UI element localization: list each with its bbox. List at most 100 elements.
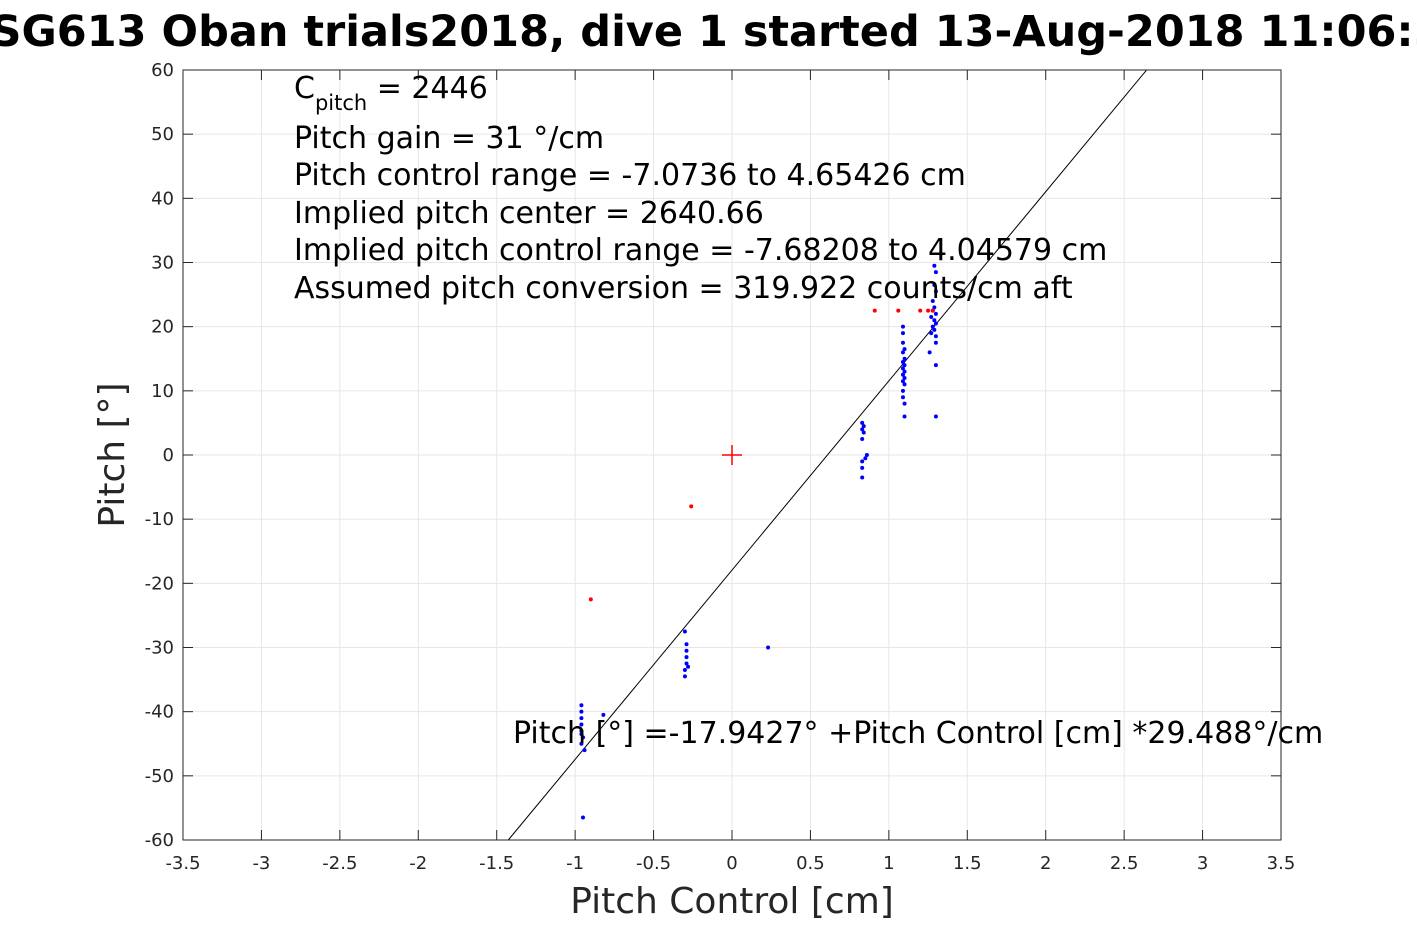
blue-data-point bbox=[902, 414, 907, 419]
blue-data-point bbox=[860, 465, 865, 470]
red-data-point bbox=[872, 308, 877, 313]
y-tick-label: -40 bbox=[145, 702, 174, 723]
blue-data-point bbox=[902, 376, 907, 380]
blue-data-point bbox=[579, 728, 584, 733]
chart-title: SG613 Oban trials2018, dive 1 started 13… bbox=[0, 7, 1417, 57]
blue-data-point bbox=[900, 324, 905, 329]
x-tick-label: 2 bbox=[1040, 853, 1051, 874]
pitch-control-range-annotation: Pitch control range = -7.0736 to 4.65426… bbox=[294, 158, 966, 193]
y-tick-label: -20 bbox=[145, 573, 174, 594]
y-tick-labels: -60 -50 -40 -30 -20 -10 0 10 20 30 40 50 60 bbox=[145, 60, 174, 851]
axis-ticks bbox=[182, 69, 1282, 841]
blue-data-point bbox=[579, 716, 584, 721]
blue-data-point bbox=[900, 340, 905, 345]
blue-data-point bbox=[863, 456, 868, 461]
blue-data-point bbox=[933, 334, 938, 339]
blue-data-point bbox=[933, 311, 938, 316]
y-tick-label: 0 bbox=[163, 445, 174, 466]
blue-data-point bbox=[860, 436, 865, 441]
blue-data-point bbox=[900, 350, 905, 355]
blue-data-point bbox=[929, 331, 934, 336]
x-tick-label: 0 bbox=[726, 853, 737, 874]
blue-data-point bbox=[860, 475, 865, 480]
blue-data-point bbox=[900, 366, 905, 371]
x-tick-label: 1 bbox=[883, 853, 894, 874]
x-tick-label: -0.5 bbox=[636, 853, 671, 874]
blue-data-point bbox=[580, 735, 585, 740]
blue-data-point bbox=[900, 395, 905, 400]
blue-data-point bbox=[933, 289, 938, 294]
fit-line-group bbox=[507, 69, 1147, 841]
blue-data-point bbox=[682, 667, 687, 672]
x-tick-label: 3 bbox=[1197, 853, 1208, 874]
blue-data-point bbox=[927, 350, 932, 355]
y-axis-label: Pitch [°] bbox=[92, 382, 133, 527]
y-tick-label: -10 bbox=[145, 509, 174, 530]
blue-data-point bbox=[682, 674, 687, 679]
red-data-point bbox=[588, 597, 593, 602]
x-tick-label: 2.5 bbox=[1110, 853, 1139, 874]
blue-data-point bbox=[684, 642, 689, 647]
blue-data-point bbox=[601, 712, 606, 717]
fit-equation-annotation: Pitch [°] =-17.9427° +Pitch Control [cm]… bbox=[513, 716, 1323, 751]
blue-data-point bbox=[902, 363, 907, 368]
y-tick-label: -60 bbox=[145, 830, 174, 851]
blue-data-point bbox=[579, 732, 584, 737]
y-tick-label: 60 bbox=[151, 60, 174, 81]
pitch-gain-annotation: Pitch gain = 31 °/cm bbox=[294, 121, 604, 156]
x-tick-label: 0.5 bbox=[796, 853, 825, 874]
blue-data-point bbox=[861, 424, 866, 429]
blue-data-point bbox=[864, 453, 869, 457]
x-tick-label: -2 bbox=[409, 853, 427, 874]
red-data-point bbox=[930, 308, 935, 313]
y-tick-label: -50 bbox=[145, 766, 174, 787]
fit-line bbox=[507, 69, 1147, 841]
red-data-point bbox=[918, 308, 923, 313]
blue-data-point bbox=[932, 327, 937, 332]
y-tick-label: 20 bbox=[151, 317, 174, 338]
blue-data-point bbox=[686, 664, 691, 669]
x-tick-label: -1.5 bbox=[479, 853, 514, 874]
blue-data-point bbox=[900, 372, 905, 377]
cpitch-value: = 2446 bbox=[367, 71, 488, 106]
blue-data-point bbox=[932, 282, 937, 287]
data-points bbox=[579, 263, 938, 820]
blue-data-point bbox=[932, 263, 937, 268]
blue-data-point bbox=[930, 324, 935, 329]
blue-data-point bbox=[900, 359, 905, 364]
y-tick-label: 30 bbox=[151, 253, 174, 274]
blue-data-point bbox=[933, 363, 938, 368]
blue-data-point bbox=[933, 414, 938, 419]
blue-data-point bbox=[902, 356, 907, 361]
x-tick-label: 1.5 bbox=[953, 853, 982, 874]
blue-data-point bbox=[902, 382, 907, 387]
blue-data-point bbox=[860, 420, 865, 425]
blue-data-point bbox=[900, 388, 905, 393]
pitch-conversion-annotation: Assumed pitch conversion = 319.922 count… bbox=[294, 271, 1073, 306]
x-tick-labels: -3.5 -3 -2.5 -2 -1.5 -1 -0.5 0 0.5 1 1.5 2 2.5 3 3.5 bbox=[165, 853, 1295, 874]
red-data-point bbox=[926, 308, 931, 313]
x-tick-label: -1 bbox=[566, 853, 584, 874]
blue-data-point bbox=[682, 629, 687, 634]
blue-data-point bbox=[684, 648, 689, 653]
y-tick-label: 50 bbox=[151, 124, 174, 145]
blue-data-point bbox=[902, 347, 907, 352]
x-tick-label: -3 bbox=[252, 853, 270, 874]
cpitch-symbol: C bbox=[294, 71, 315, 106]
blue-data-point bbox=[861, 430, 866, 435]
blue-data-point bbox=[929, 315, 934, 320]
blue-data-point bbox=[766, 645, 771, 650]
blue-data-point bbox=[900, 331, 905, 336]
blue-data-point bbox=[933, 270, 938, 275]
y-tick-label: 40 bbox=[151, 188, 174, 209]
cpitch-annotation: Cpitch = 2446 bbox=[294, 71, 488, 115]
blue-data-point bbox=[932, 305, 937, 310]
blue-data-point bbox=[580, 815, 585, 820]
center-marker bbox=[722, 445, 742, 465]
blue-data-point bbox=[579, 722, 584, 727]
blue-data-point bbox=[860, 459, 865, 464]
implied-pitch-range-annotation: Implied pitch control range = -7.68208 t… bbox=[294, 233, 1107, 268]
red-data-point bbox=[896, 308, 901, 313]
y-tick-label: -30 bbox=[145, 638, 174, 659]
